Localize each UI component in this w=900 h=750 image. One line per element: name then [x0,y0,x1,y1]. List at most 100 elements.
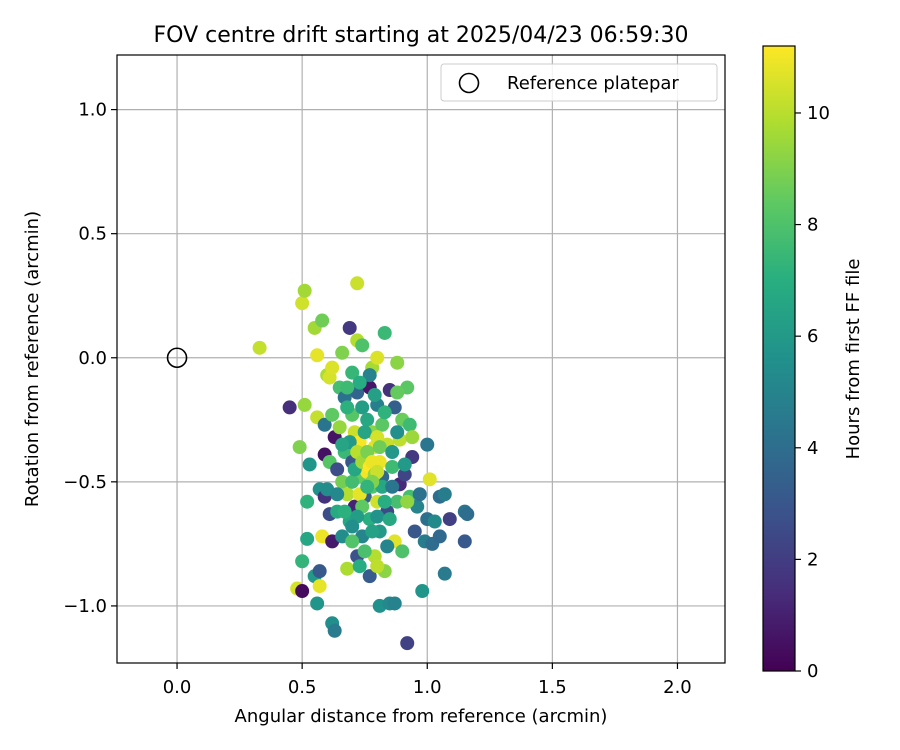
scatter-point [295,584,310,599]
scatter-point [317,417,332,432]
scatter-point [332,420,347,435]
scatter-point [335,437,350,452]
colorbar-tick-label: 4 [807,438,818,459]
scatter-point [295,554,310,569]
y-tick-label: −0.5 [63,472,107,493]
scatter-point [315,313,330,328]
scatter-point [325,407,340,422]
scatter-point [397,467,412,482]
scatter-point [390,355,405,370]
scatter-point [252,340,267,355]
scatter-point [390,425,405,440]
scatter-point [385,479,400,494]
x-tick-label: 2.0 [663,677,692,698]
scatter-point [357,425,372,440]
scatter-point [297,283,312,298]
scatter-point [382,512,397,527]
scatter-point [340,561,355,576]
scatter-point [397,457,412,472]
scatter-point [345,474,360,489]
scatter-point [312,564,327,579]
scatter-point [335,474,350,489]
scatter-point [340,487,355,502]
scatter-point [292,440,307,455]
legend-label: Reference platepar [507,73,679,94]
scatter-point [412,487,427,502]
colorbar-tick-label: 0 [807,661,818,682]
scatter-point [297,397,312,412]
scatter-point [330,462,345,477]
scatter-point [362,569,377,584]
scatter-point [437,487,452,502]
scatter-point [460,507,475,522]
scatter-point [330,487,345,502]
x-axis-ticks: 0.0 0.5 1.0 1.5 2.0 [163,663,692,698]
scatter-point [337,504,352,519]
scatter-point [350,276,365,291]
scatter-point [360,412,375,427]
colorbar-tick-label: 10 [807,103,830,124]
scatter-point [402,417,417,432]
scatter-point [442,512,457,527]
scatter-point [302,457,317,472]
y-tick-label: 0.0 [78,348,107,369]
scatter-point [335,345,350,360]
scatter-point [385,445,400,460]
x-tick-label: 1.0 [413,677,442,698]
x-tick-label: 0.5 [288,677,317,698]
scatter-point [422,472,437,487]
scatter-point [282,400,297,415]
legend-box [440,63,718,102]
scatter-point [457,534,472,549]
scatter-point [372,440,387,455]
scatter-point [437,566,452,581]
scatter-point [362,368,377,383]
scatter-point [370,350,385,365]
scatter-point [345,534,360,549]
scatter-point [352,375,367,390]
y-axis-label: Rotation from reference (arcmin) [22,211,43,507]
scatter-point [427,514,442,529]
scatter-point [377,405,392,420]
scatter-point [355,400,370,415]
y-tick-label: 0.5 [78,224,107,245]
scatter-point [355,338,370,353]
plot-frame [116,54,726,664]
y-tick-label: −1.0 [63,596,107,617]
scatter-point [345,365,360,380]
scatter-point [420,437,435,452]
x-tick-label: 0.0 [163,677,192,698]
scatter-points [252,276,475,651]
scatter-point [400,494,415,509]
scatter-point [370,559,385,574]
scatter-point [300,531,315,546]
x-tick-label: 1.5 [538,677,567,698]
scatter-point [370,509,385,524]
grid-lines [117,55,725,663]
scatter-point [407,524,422,539]
scatter-point [357,544,372,559]
scatter-point [327,623,342,638]
chart-title: FOV centre drift starting at 2025/04/23 … [154,23,689,48]
scatter-point [340,380,355,395]
x-axis-label: Angular distance from reference (arcmin) [235,706,608,727]
scatter-point [365,524,380,539]
scatter-point [342,320,357,335]
scatter-point [325,360,340,375]
scatter-point [415,584,430,599]
scatter-point [432,529,447,544]
scatter-point [310,348,325,363]
scatter-point [390,494,405,509]
scatter-point [340,400,355,415]
scatter-point [380,539,395,554]
scatter-point [400,636,415,651]
scatter-point [377,494,392,509]
scatter-point [312,579,327,594]
y-tick-label: 1.0 [78,100,107,121]
scatter-point [345,519,360,534]
colorbar-ticks: 0 2 4 6 8 10 [795,103,830,682]
colorbar-tick-label: 8 [807,215,818,236]
colorbar: 0 2 4 6 8 10 Hours from first FF file [762,45,864,682]
scatter-point [360,479,375,494]
